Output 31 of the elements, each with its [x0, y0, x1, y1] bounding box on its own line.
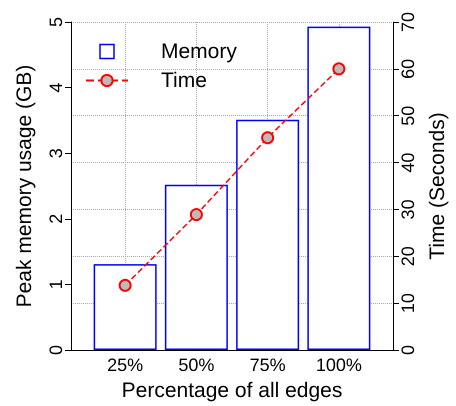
- x-tick-label: 50%: [178, 355, 214, 375]
- y-tick-label: 5: [46, 16, 66, 28]
- point: [118, 278, 132, 292]
- point: [190, 208, 203, 222]
- legend-label: Time: [161, 69, 207, 92]
- bar: [307, 26, 370, 350]
- point: [261, 131, 274, 144]
- y-tick-label: 2: [46, 214, 66, 224]
- y2-tick-label: 30: [398, 199, 418, 220]
- x-tick-label: 100%: [316, 355, 362, 375]
- y2-tick-label: 10: [398, 293, 418, 314]
- bar: [164, 184, 228, 350]
- legend-label: Memory: [161, 40, 238, 63]
- x-tick-label: 25%: [107, 355, 144, 375]
- x-tick-label: 75%: [250, 355, 286, 375]
- y-tick-label: 0: [46, 344, 66, 356]
- y2-tick-label: 20: [398, 246, 418, 266]
- y2-tick-label: 40: [398, 152, 418, 173]
- y2-tick-label: 0: [398, 344, 418, 356]
- y2-axis-title: Time (Seconds): [426, 112, 449, 260]
- bar: [236, 120, 300, 350]
- bar: [94, 264, 157, 350]
- y-tick-label: 4: [46, 82, 66, 93]
- y2-tick-label: 60: [398, 58, 418, 79]
- y-axis-title: Peak memory usage (GB): [13, 64, 36, 308]
- y2-tick-label: 50: [398, 106, 418, 126]
- point: [332, 62, 346, 76]
- y-tick-label: 3: [46, 148, 66, 158]
- x-axis-title: Percentage of all edges: [122, 379, 342, 402]
- y-tick-label: 1: [46, 279, 66, 290]
- y2-tick-label: 70: [398, 12, 418, 32]
